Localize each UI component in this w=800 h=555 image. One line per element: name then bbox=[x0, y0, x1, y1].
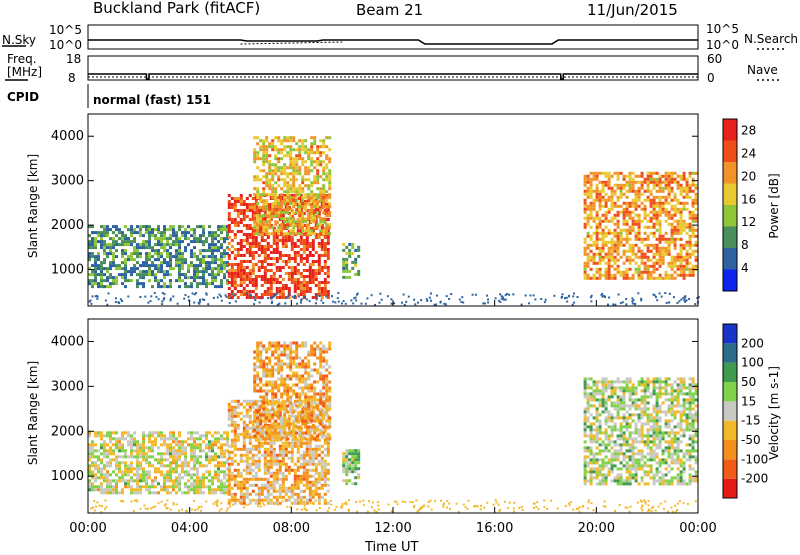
power-colorbar-tick-1: 8 bbox=[741, 238, 749, 252]
power-colorbar-cell-6 bbox=[723, 141, 737, 163]
velocity-colorbar-tick-2: 50 bbox=[741, 375, 756, 389]
velocity-colorbar-cell-5 bbox=[723, 382, 737, 401]
power-colorbar-tick-6: 28 bbox=[741, 123, 756, 137]
power-colorbar-cell-2 bbox=[723, 227, 737, 249]
velocity-colorbar-cell-3 bbox=[723, 421, 737, 440]
velocity-colorbar-tick-5: -50 bbox=[741, 433, 761, 447]
power-colorbar-cell-1 bbox=[723, 248, 737, 270]
power-colorbar-cell-3 bbox=[723, 205, 737, 227]
xtick-label-2: 08:00 bbox=[273, 521, 310, 536]
nsearch-series-line bbox=[241, 42, 343, 44]
velocity-ytick-label-0: 1000 bbox=[51, 469, 84, 484]
power-ytick-label-3: 4000 bbox=[51, 129, 84, 144]
velocity-colorbar-cell-1 bbox=[723, 459, 737, 478]
power-ytick-label-2: 3000 bbox=[51, 174, 84, 189]
velocity-colorbar-tick-1: 100 bbox=[741, 356, 764, 370]
power-colorbar-tick-0: 4 bbox=[741, 261, 749, 275]
power-colorbar-cell-5 bbox=[723, 162, 737, 184]
power-region-1 bbox=[228, 194, 330, 299]
power-colorbar-cell-4 bbox=[723, 184, 737, 206]
power-colorbar-tick-5: 24 bbox=[741, 146, 756, 160]
xtick-label-1: 04:00 bbox=[171, 521, 208, 536]
xtick-label-3: 12:00 bbox=[374, 521, 411, 536]
velocity-colorbar-tick-6: -100 bbox=[741, 452, 768, 466]
power-colorbar-cell-0 bbox=[723, 270, 737, 292]
velocity-colorbar-cell-7 bbox=[723, 343, 737, 362]
nsky-series-line bbox=[88, 40, 698, 44]
velocity-ytick-label-2: 3000 bbox=[51, 379, 84, 394]
power-ytick-label-0: 1000 bbox=[51, 263, 84, 278]
velocity-colorbar-cell-4 bbox=[723, 401, 737, 420]
power-ytick-label-1: 2000 bbox=[51, 218, 84, 233]
velocity-colorbar-cell-2 bbox=[723, 440, 737, 459]
power-colorbar-tick-3: 16 bbox=[741, 192, 756, 206]
velocity-ytick-label-1: 2000 bbox=[51, 424, 84, 439]
power-colorbar-cell-7 bbox=[723, 119, 737, 141]
velocity-colorbar-tick-0: 200 bbox=[741, 336, 764, 350]
velocity-ytick-label-3: 4000 bbox=[51, 334, 84, 349]
velocity-colorbar-cell-8 bbox=[723, 324, 737, 343]
xtick-label-5: 20:00 bbox=[578, 521, 615, 536]
xtick-label-0: 00:00 bbox=[69, 521, 106, 536]
xtick-label-6: 00:00 bbox=[679, 521, 716, 536]
velocity-colorbar-tick-7: -200 bbox=[741, 472, 768, 486]
freq-panel-frame bbox=[88, 56, 698, 80]
velocity-colorbar-tick-4: -15 bbox=[741, 414, 761, 428]
velocity-colorbar-tick-3: 15 bbox=[741, 394, 756, 408]
nsky-panel-frame bbox=[88, 25, 698, 49]
xtick-label-4: 16:00 bbox=[476, 521, 513, 536]
power-colorbar-tick-2: 12 bbox=[741, 215, 756, 229]
velocity-colorbar-cell-0 bbox=[723, 479, 737, 498]
power-colorbar-tick-4: 20 bbox=[741, 169, 756, 183]
velocity-colorbar-cell-6 bbox=[723, 363, 737, 382]
